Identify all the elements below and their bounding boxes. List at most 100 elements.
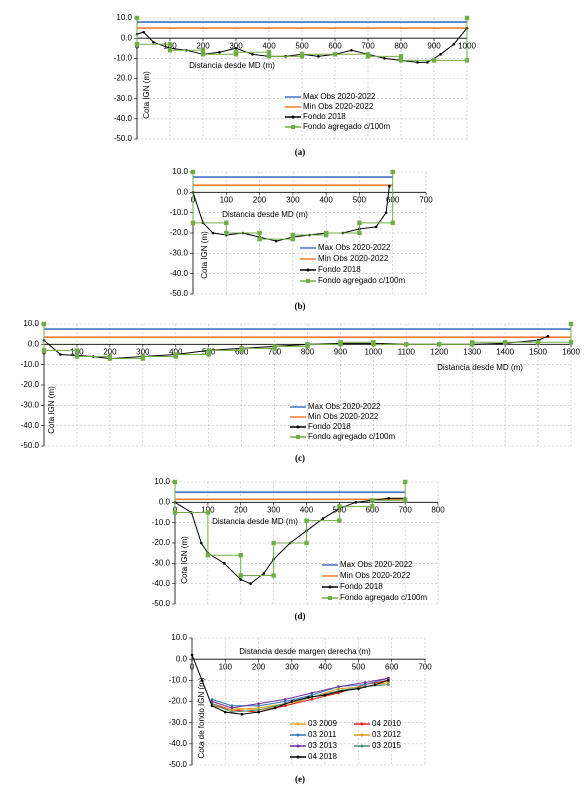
- series-line: [211, 677, 389, 707]
- x-tick-label: 900: [427, 41, 441, 50]
- y-tick-label: 0.0: [177, 187, 189, 196]
- marker: [305, 342, 310, 347]
- marker: [205, 510, 211, 515]
- legend-swatch: [291, 125, 295, 129]
- marker: [230, 708, 234, 712]
- y-tick-label: 0.0: [159, 497, 171, 506]
- marker: [272, 344, 277, 349]
- x-tick-label: 1600: [562, 347, 580, 356]
- marker: [210, 698, 214, 701]
- y-tick-label: -30.0: [170, 248, 189, 257]
- legend-swatch: [360, 744, 364, 748]
- series-line: [43, 335, 549, 360]
- x-tick-label: 800: [431, 505, 445, 514]
- x-tick-label: 600: [385, 662, 399, 671]
- y-tick-label: -40.0: [169, 739, 188, 748]
- marker: [357, 230, 362, 236]
- legend-swatch: [306, 268, 310, 272]
- y-tick-label: -20.0: [152, 538, 171, 547]
- marker: [234, 46, 238, 50]
- series-line: [174, 482, 406, 577]
- legend-label: Min Obs 2020-2022: [318, 254, 389, 263]
- marker: [41, 348, 47, 353]
- marker: [251, 53, 254, 56]
- marker: [332, 52, 338, 57]
- marker: [337, 687, 340, 691]
- legend-label: Fondo agregado c/100m: [318, 276, 406, 285]
- x-tick-label: 100: [219, 662, 233, 671]
- x-tick-label: 700: [398, 505, 412, 514]
- y-tick-label: -50.0: [169, 760, 188, 769]
- marker: [384, 211, 388, 214]
- x-tick-label: 200: [252, 662, 266, 671]
- marker: [134, 42, 140, 47]
- marker: [257, 710, 260, 714]
- y-tick-label: -30.0: [169, 718, 188, 727]
- marker: [211, 231, 215, 235]
- marker: [290, 236, 296, 242]
- legend-label: 04 2010: [372, 719, 401, 728]
- x-tick-label: 100: [220, 195, 234, 204]
- marker: [266, 54, 272, 59]
- legend-swatch: [328, 585, 332, 589]
- marker: [365, 54, 371, 59]
- legend-label: 04 2018: [308, 752, 337, 761]
- y-tick-label: -30.0: [21, 400, 40, 409]
- y-tick-label: 10.0: [172, 167, 188, 176]
- marker: [323, 230, 329, 236]
- marker: [172, 510, 178, 515]
- legend-label: Fondo agregado c/100m: [303, 122, 391, 131]
- marker: [387, 679, 390, 682]
- marker: [134, 15, 140, 21]
- series-line: [211, 679, 389, 713]
- marker: [257, 702, 260, 705]
- marker: [200, 52, 206, 57]
- y-tick-label: -50.0: [21, 441, 40, 450]
- x-tick-label: 300: [286, 195, 300, 204]
- y-tick-label: 10.0: [23, 319, 39, 328]
- y-tick-label: -10.0: [21, 360, 40, 369]
- legend-swatch: [306, 279, 310, 283]
- x-tick-label: 800: [301, 347, 315, 356]
- chart: 10.00.0-10.0-20.0-30.0-40.0-50.001002003…: [152, 477, 445, 621]
- marker: [152, 40, 155, 44]
- marker: [142, 30, 145, 34]
- y-axis-title: Cota IGN (m): [180, 536, 189, 584]
- marker: [354, 501, 358, 504]
- marker: [206, 348, 211, 353]
- x-tick-label: 200: [253, 195, 267, 204]
- marker: [59, 353, 62, 356]
- marker: [416, 61, 419, 64]
- x-tick-label: 300: [136, 347, 150, 356]
- marker: [172, 479, 178, 485]
- marker: [337, 504, 342, 509]
- x-tick-label: 200: [103, 347, 117, 356]
- marker: [304, 540, 309, 546]
- y-tick-label: -40.0: [170, 269, 189, 278]
- x-axis-title: Distancia desde MD (m): [222, 210, 308, 219]
- marker: [257, 708, 260, 712]
- marker: [387, 496, 390, 500]
- legend-label: Min Obs 2020-2022: [303, 102, 374, 111]
- legend-label: Min Obs 2020-2022: [308, 412, 379, 421]
- series-line: [211, 677, 389, 709]
- x-tick-label: 1400: [496, 347, 514, 356]
- marker: [74, 354, 80, 359]
- y-tick-label: -20.0: [114, 74, 133, 83]
- marker: [464, 15, 470, 21]
- marker: [317, 55, 320, 58]
- marker: [426, 61, 429, 64]
- legend-label: Fondo 2018: [340, 582, 383, 591]
- x-tick-label: 1100: [398, 347, 416, 356]
- y-tick-label: -10.0: [170, 208, 189, 217]
- y-tick-label: 0.0: [176, 654, 188, 663]
- legend-label: 03 2013: [308, 741, 337, 750]
- marker: [173, 352, 178, 357]
- marker: [273, 706, 277, 710]
- marker: [370, 504, 375, 509]
- x-tick-label: 200: [196, 41, 210, 50]
- marker: [200, 48, 206, 53]
- legend-label: 03 2009: [308, 719, 337, 728]
- marker: [190, 653, 194, 657]
- y-tick-label: -40.0: [21, 421, 40, 430]
